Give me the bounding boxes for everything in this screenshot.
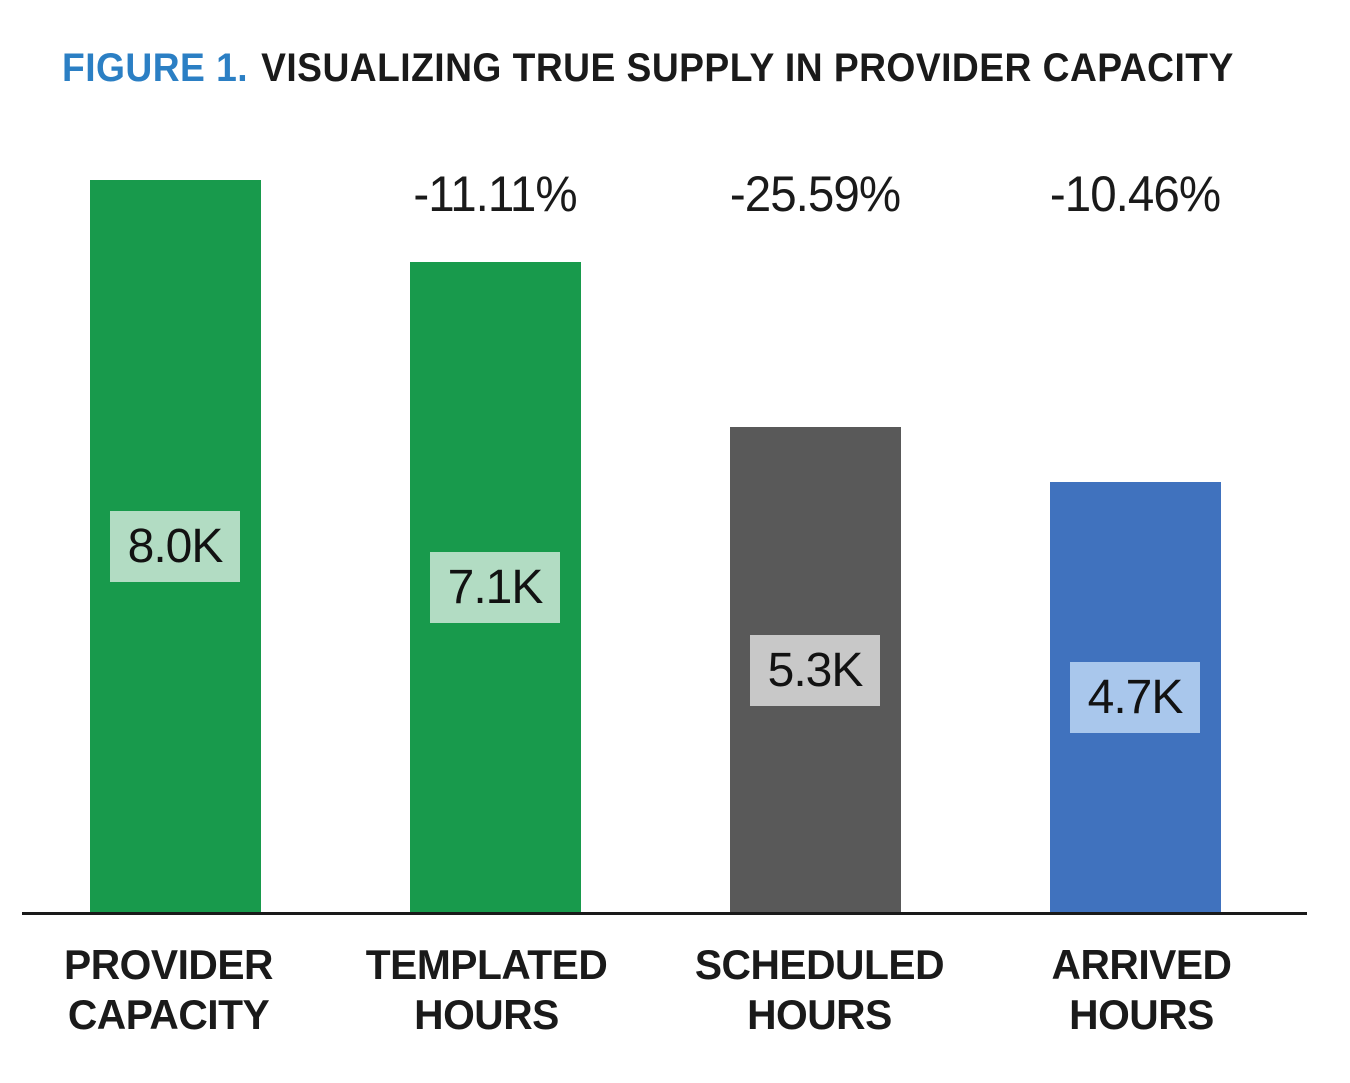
x-axis-line xyxy=(22,912,1307,915)
value-label-templated-hours: 7.1K xyxy=(429,552,561,623)
figure-title: FIGURE 1. VISUALIZING TRUE SUPPLY IN PROV… xyxy=(62,46,1234,91)
value-label-provider-capacity: 8.0K xyxy=(109,511,241,582)
value-label-arrived-hours: 4.7K xyxy=(1069,662,1201,733)
chart-column-provider-capacity: 8.0K xyxy=(15,165,335,913)
figure-number-label: FIGURE 1. xyxy=(62,46,249,90)
chart-column-scheduled-hours: -25.59% 5.3K xyxy=(655,165,975,913)
bar-scheduled-hours: 5.3K xyxy=(729,427,901,913)
figure-title-text: VISUALIZING TRUE SUPPLY IN PROVIDER CAPA… xyxy=(261,46,1234,90)
bar-arrived-hours: 4.7K xyxy=(1049,482,1221,913)
x-axis-category-labels: PROVIDER CAPACITY TEMPLATED HOURS SCHEDULE… xyxy=(15,940,1295,1040)
category-label-scheduled-hours: SCHEDULED HOURS xyxy=(694,941,945,1038)
category-label-arrived-hours: ARRIVED HOURS xyxy=(1051,941,1232,1038)
value-label-scheduled-hours: 5.3K xyxy=(749,634,881,706)
chart-column-templated-hours: -11.11% 7.1K xyxy=(335,165,655,913)
pct-change-label-scheduled-hours: -25.59% xyxy=(729,166,901,222)
bar-chart-plot-area: 8.0K -11.11% 7.1K -25.59% 5.3K -10.46% 4.7K xyxy=(15,165,1295,913)
category-label-templated-hours: TEMPLATED HOURS xyxy=(365,941,608,1038)
category-label-provider-capacity: PROVIDER CAPACITY xyxy=(64,941,273,1038)
pct-change-label-templated-hours: -11.11% xyxy=(413,166,577,222)
pct-change-label-arrived-hours: -10.46% xyxy=(1049,166,1221,222)
bar-provider-capacity: 8.0K xyxy=(89,180,261,913)
chart-column-arrived-hours: -10.46% 4.7K xyxy=(975,165,1295,913)
bar-templated-hours: 7.1K xyxy=(409,262,581,913)
